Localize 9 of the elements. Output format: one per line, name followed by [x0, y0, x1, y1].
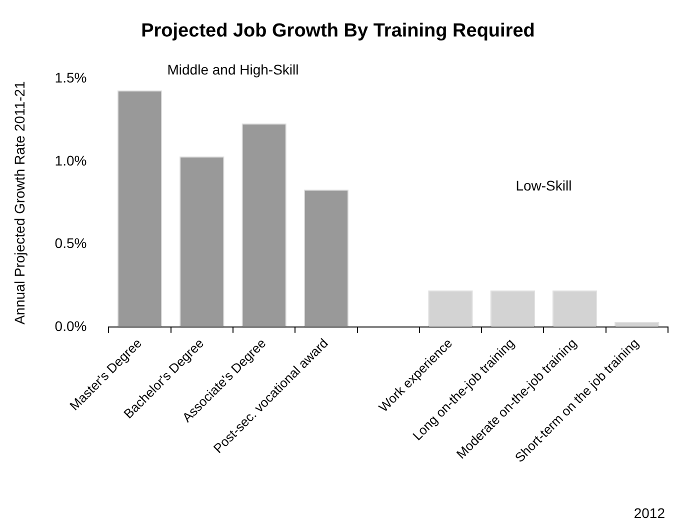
y-axis-title: Annual Projected Growth Rate 2011-21 — [11, 80, 28, 325]
y-tick-label: 0.0% — [54, 318, 87, 334]
chart-title: Projected Job Growth By Training Required — [141, 20, 535, 42]
y-tick-label: 1.5% — [54, 70, 87, 86]
text: Middle and High-Skill — [167, 62, 299, 78]
annotation: Low-Skill — [516, 178, 572, 194]
y-tick-label: 1.0% — [54, 152, 87, 168]
text: 2012 — [634, 504, 666, 521]
y-tick-label: 0.5% — [54, 235, 87, 252]
